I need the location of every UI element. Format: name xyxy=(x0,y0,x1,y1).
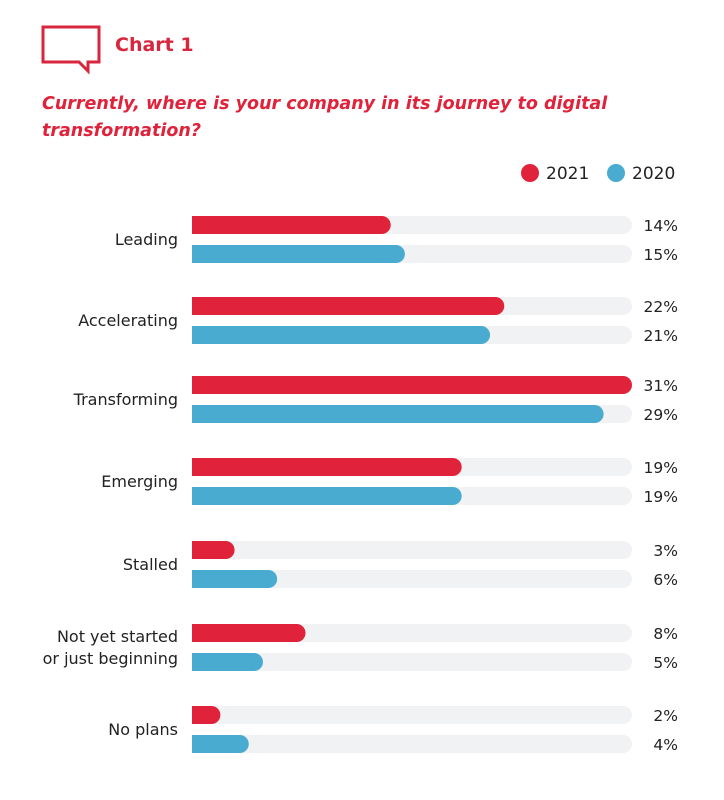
value-label-2021: 19% xyxy=(644,459,678,477)
value-label-2020: 4% xyxy=(653,736,678,754)
value-label-2021: 14% xyxy=(644,217,678,235)
bar-2020 xyxy=(192,405,604,423)
category-label: Transforming xyxy=(73,390,178,409)
chart-header-icon xyxy=(41,25,101,75)
value-label-2021: 22% xyxy=(644,298,678,316)
legend-label-2020: 2020 xyxy=(632,164,675,184)
category-label: Emerging xyxy=(101,472,178,491)
bar-2020 xyxy=(192,735,249,753)
question-line-1: Currently, where is your company in its … xyxy=(42,94,608,114)
category-label: Leading xyxy=(115,230,178,249)
question-line-2: transformation? xyxy=(42,121,201,141)
bar-2021 xyxy=(192,624,306,642)
value-label-2021: 31% xyxy=(644,377,678,395)
bar-2020 xyxy=(192,487,462,505)
legend-swatch-2020 xyxy=(607,164,625,182)
bar-2020 xyxy=(192,326,491,344)
bar-2021 xyxy=(192,297,505,315)
value-label-2020: 19% xyxy=(644,488,678,506)
legend-swatch-2021 xyxy=(521,164,539,182)
bar-2020 xyxy=(192,570,278,588)
value-label-2020: 21% xyxy=(644,327,678,345)
bar-track xyxy=(192,653,632,671)
value-label-2020: 5% xyxy=(653,654,678,672)
bar-2021 xyxy=(192,216,391,234)
bar-track xyxy=(192,570,632,588)
value-label-2021: 3% xyxy=(653,542,678,560)
legend: 2021 2020 xyxy=(521,164,675,184)
chart-title: Chart 1 xyxy=(115,34,194,56)
value-label-2020: 29% xyxy=(644,406,678,424)
bar-track xyxy=(192,735,632,753)
category-label: Stalled xyxy=(123,555,178,574)
category-label: Not yet started xyxy=(57,627,178,646)
speech-bubble-icon xyxy=(41,25,101,75)
bar-2021 xyxy=(192,541,235,559)
bar-2021 xyxy=(192,706,221,724)
value-label-2020: 15% xyxy=(644,246,678,264)
legend-label-2021: 2021 xyxy=(546,164,589,184)
bar-2020 xyxy=(192,245,405,263)
category-label: Accelerating xyxy=(78,311,178,330)
value-label-2021: 8% xyxy=(653,625,678,643)
bar-2021 xyxy=(192,458,462,476)
category-label: or just beginning xyxy=(43,649,178,668)
category-label: No plans xyxy=(108,720,178,739)
bar-track xyxy=(192,706,632,724)
bar-track xyxy=(192,541,632,559)
value-label-2021: 2% xyxy=(653,707,678,725)
value-label-2020: 6% xyxy=(653,571,678,589)
bar-2020 xyxy=(192,653,263,671)
bar-2021 xyxy=(192,376,632,394)
bars: Leading 14% 15% Accelerating 22% 21% Transform… xyxy=(43,216,678,754)
